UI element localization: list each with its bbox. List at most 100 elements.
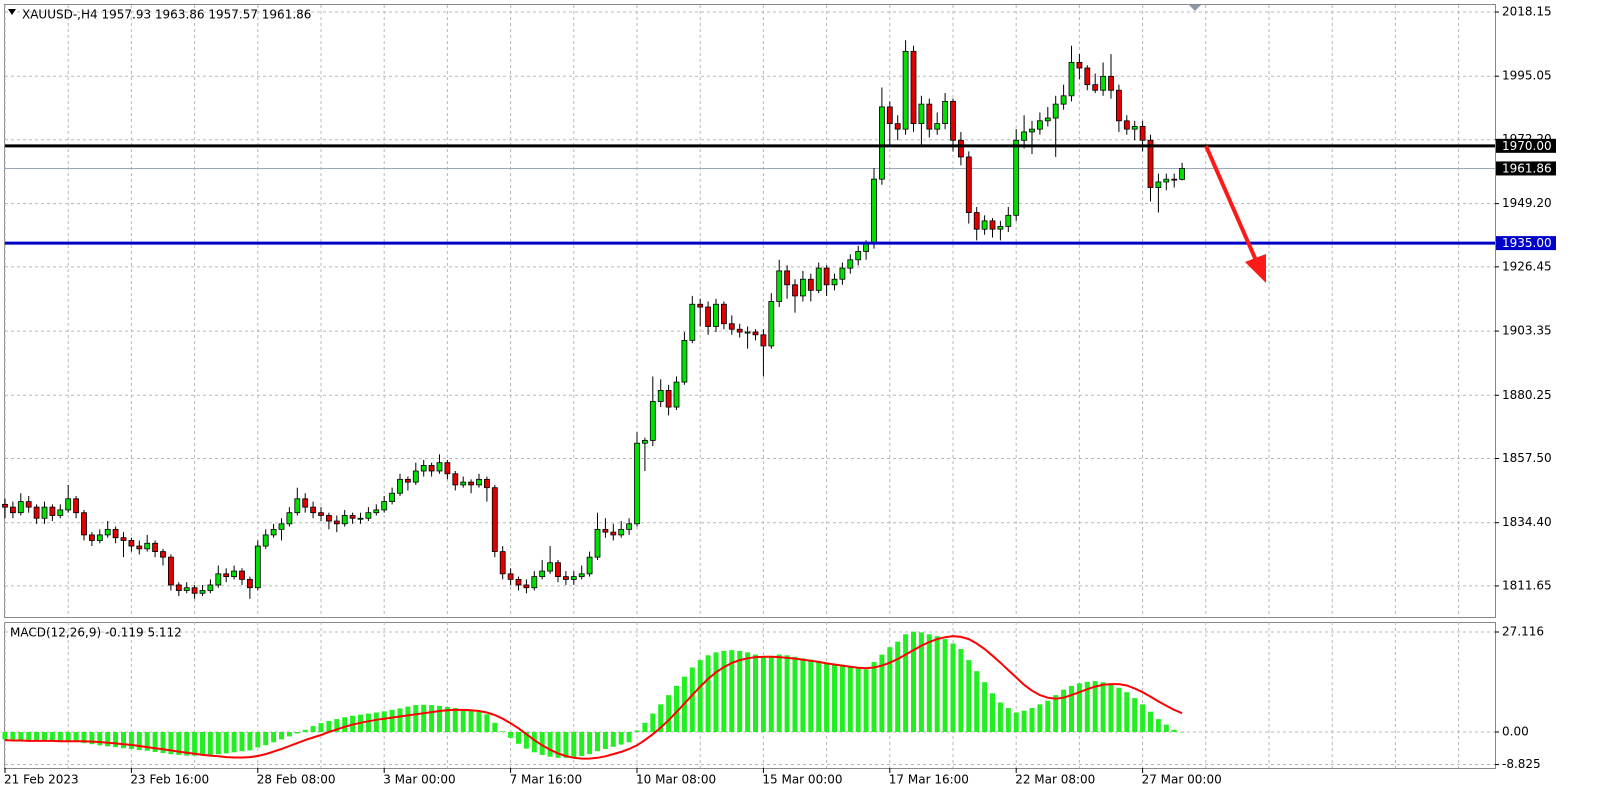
macd-bar bbox=[832, 664, 837, 733]
candle-body bbox=[547, 562, 553, 572]
price-label-box bbox=[1496, 161, 1556, 176]
candle-body bbox=[871, 178, 877, 244]
macd-bar bbox=[697, 660, 703, 733]
macd-bar bbox=[602, 732, 608, 749]
y-tick-label: 2018.15 bbox=[1502, 5, 1552, 19]
macd-bar bbox=[128, 732, 134, 749]
candle-body bbox=[973, 212, 980, 230]
macd-bar bbox=[1140, 704, 1146, 733]
candle-body bbox=[602, 528, 609, 533]
price-label-box bbox=[1496, 236, 1556, 251]
y-tick-label: 1880.25 bbox=[1502, 388, 1552, 402]
macd-bar bbox=[26, 732, 32, 741]
macd-bar bbox=[81, 732, 87, 744]
macd-bar bbox=[926, 634, 932, 733]
macd-bar bbox=[547, 732, 553, 757]
candle-body bbox=[1139, 125, 1146, 141]
candle-body bbox=[428, 465, 435, 472]
candle-body bbox=[507, 573, 514, 580]
candle-body bbox=[997, 226, 1004, 230]
macd-bar bbox=[302, 729, 308, 733]
macd-bar bbox=[136, 732, 142, 751]
candle-body bbox=[578, 573, 585, 578]
macd-bar bbox=[966, 660, 972, 733]
macd-bar bbox=[231, 732, 237, 753]
macd-bar bbox=[437, 705, 442, 733]
candle-body bbox=[531, 576, 538, 589]
x-tick-label: 17 Mar 16:00 bbox=[889, 773, 969, 787]
macd-bar bbox=[563, 732, 569, 758]
macd-bar bbox=[705, 655, 711, 733]
candle-body bbox=[246, 578, 253, 589]
macd-bar bbox=[73, 732, 79, 742]
macd-bar bbox=[239, 732, 245, 752]
macd-bar bbox=[839, 665, 845, 733]
candle-body bbox=[183, 587, 190, 591]
macd-bar bbox=[721, 650, 727, 733]
candle-body bbox=[1123, 120, 1130, 130]
candle-body bbox=[33, 506, 40, 519]
candle-body bbox=[476, 478, 482, 486]
candle-body bbox=[855, 251, 862, 261]
candle-body bbox=[199, 590, 206, 594]
macd-bar bbox=[1132, 698, 1138, 733]
candle-body bbox=[958, 139, 964, 158]
x-tick-label: 10 Mar 08:00 bbox=[636, 773, 716, 787]
macd-bar bbox=[1155, 719, 1161, 733]
y-tick-label: 27.116 bbox=[1502, 625, 1544, 639]
macd-bar bbox=[689, 667, 695, 733]
macd-bar bbox=[18, 732, 24, 741]
macd-bar bbox=[950, 643, 956, 733]
macd-bar bbox=[160, 732, 166, 754]
macd-bar bbox=[674, 685, 679, 733]
candle-body bbox=[649, 401, 656, 441]
macd-bar bbox=[792, 656, 798, 733]
candle-body bbox=[586, 556, 593, 575]
candle-body bbox=[191, 587, 198, 594]
candle-body bbox=[499, 551, 506, 575]
candle-body bbox=[412, 470, 419, 483]
macd-bar bbox=[1029, 708, 1035, 733]
candle-body bbox=[452, 473, 459, 486]
candle-body bbox=[689, 303, 696, 341]
macd-bar bbox=[531, 732, 537, 753]
candle-body bbox=[555, 562, 561, 578]
macd-bar bbox=[1171, 729, 1177, 733]
candle-body bbox=[697, 303, 704, 308]
candle-body bbox=[175, 584, 182, 591]
candle-body bbox=[657, 390, 664, 402]
macd-bar bbox=[460, 709, 466, 733]
macd-bar bbox=[255, 732, 261, 748]
macd-bar bbox=[863, 669, 869, 733]
candle-body bbox=[981, 220, 988, 230]
candle-body bbox=[444, 462, 451, 475]
candle-body bbox=[81, 512, 87, 536]
candle-body bbox=[642, 440, 648, 444]
x-tick-label: 21 Feb 2023 bbox=[4, 773, 79, 787]
macd-bar bbox=[958, 649, 964, 733]
macd-bar bbox=[729, 650, 735, 733]
macd-bar bbox=[911, 631, 916, 733]
candle-body bbox=[1100, 75, 1106, 91]
macd-bar bbox=[1084, 681, 1090, 733]
candle-body bbox=[989, 220, 996, 230]
macd-bar bbox=[1045, 700, 1051, 733]
macd-bar bbox=[895, 641, 901, 733]
y-tick-label: 1903.35 bbox=[1502, 324, 1552, 338]
macd-bar bbox=[2, 732, 8, 740]
candle-body bbox=[365, 512, 372, 519]
candle-body bbox=[436, 462, 443, 472]
candle-body bbox=[397, 478, 403, 494]
candle-body bbox=[167, 556, 174, 586]
macd-bar bbox=[42, 732, 47, 741]
macd-bar bbox=[508, 732, 514, 738]
candle-body bbox=[523, 584, 530, 589]
macd-bar bbox=[642, 722, 648, 733]
y-tick-label: 0.00 bbox=[1502, 725, 1529, 739]
candle-body bbox=[136, 545, 143, 550]
signal-line bbox=[4, 635, 1183, 760]
candle-body bbox=[420, 465, 427, 472]
macd-bar bbox=[1148, 711, 1153, 733]
candle-body bbox=[1147, 139, 1154, 188]
